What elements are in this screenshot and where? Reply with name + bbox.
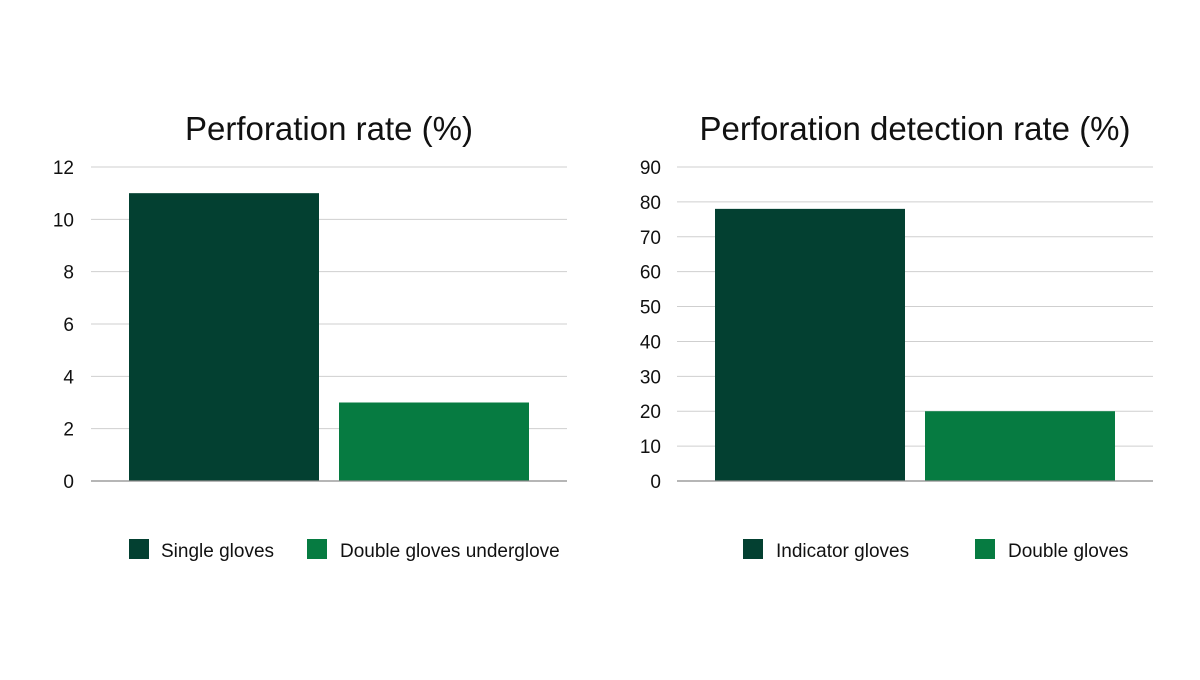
chart-0-title: Perforation rate (%) xyxy=(185,110,473,147)
chart-1-legend-swatch-1 xyxy=(975,539,995,559)
chart-1-legend-label-0: Indicator gloves xyxy=(776,541,909,562)
chart-0-y-tick-label: 4 xyxy=(63,367,74,388)
chart-1-y-tick-label: 0 xyxy=(650,472,661,493)
chart-0-y-tick-label: 6 xyxy=(63,315,74,336)
chart-0-legend-label-0: Single gloves xyxy=(161,541,274,562)
chart-1-legend-swatch-0 xyxy=(743,539,763,559)
chart-1-y-tick-label: 80 xyxy=(640,193,661,214)
chart-0-bar-1 xyxy=(339,402,529,481)
chart-1-y-tick-label: 70 xyxy=(640,228,661,249)
chart-1-y-tick-label: 30 xyxy=(640,367,661,388)
chart-1-y-tick-label: 90 xyxy=(640,158,661,179)
chart-0-y-tick-label: 12 xyxy=(53,158,74,179)
chart-0-legend-label-1: Double gloves underglove xyxy=(340,541,560,562)
chart-0-y-tick-label: 8 xyxy=(63,263,74,284)
chart-1-y-tick-label: 10 xyxy=(640,437,661,458)
chart-1-bar-0 xyxy=(715,208,905,481)
chart-1-y-tick-label: 40 xyxy=(640,332,661,353)
chart-1-y-tick-label: 60 xyxy=(640,263,661,284)
chart-1-y-tick-label: 20 xyxy=(640,402,661,423)
chart-1-title: Perforation detection rate (%) xyxy=(699,110,1130,147)
chart-1-y-tick-label: 50 xyxy=(640,298,661,319)
chart-1-bar-1 xyxy=(925,411,1115,481)
chart-0-y-tick-label: 10 xyxy=(53,210,74,231)
chart-0-legend-swatch-0 xyxy=(129,539,149,559)
chart-0-y-tick-label: 0 xyxy=(63,472,74,493)
chart-0-y-tick-label: 2 xyxy=(63,420,74,441)
chart-0-legend-swatch-1 xyxy=(307,539,327,559)
chart-0-bar-0 xyxy=(129,193,319,481)
chart-1-legend-label-1: Double gloves xyxy=(1008,541,1128,562)
